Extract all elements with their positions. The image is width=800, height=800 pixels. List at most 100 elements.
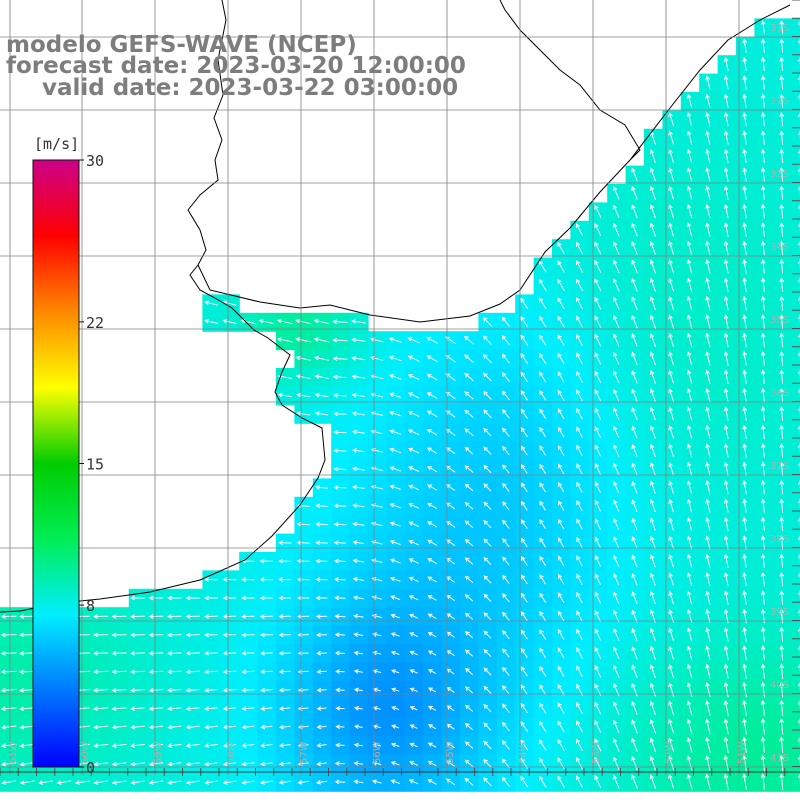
wind-arrow [797, 571, 800, 582]
wind-arrow [520, 592, 528, 603]
wind-arrow [464, 335, 474, 345]
wind-arrow [334, 650, 345, 656]
wind-arrow [686, 517, 693, 531]
wind-arrow [686, 590, 693, 605]
wind-arrow [760, 571, 766, 587]
wind-arrow [445, 778, 456, 786]
wind-arrow [723, 424, 729, 440]
wind-arrow [612, 719, 620, 734]
wind-arrow [760, 130, 766, 145]
wind-arrow [779, 773, 784, 790]
wind-arrow [649, 572, 656, 586]
wind-arrow [779, 167, 785, 182]
wind-speed-field [0, 18, 800, 792]
wind-arrow [19, 780, 35, 785]
wind-arrow [742, 222, 747, 237]
wind-arrow [464, 428, 474, 437]
wind-arrow [539, 445, 547, 456]
wind-arrow [594, 296, 602, 310]
wind-arrow [389, 576, 401, 582]
wind-arrow [0, 687, 17, 693]
wind-arrow [539, 389, 547, 401]
wind-arrow [427, 521, 438, 528]
wind-arrow [1, 780, 17, 785]
wind-arrow [649, 755, 657, 771]
wind-arrow [353, 687, 363, 693]
wind-arrow [668, 700, 675, 716]
wind-arrow [557, 352, 565, 365]
wind-arrow [760, 93, 766, 108]
wind-arrow [0, 724, 17, 730]
wind-arrow [539, 408, 547, 419]
wind-arrow [779, 314, 785, 329]
wind-arrow [631, 756, 638, 771]
wind-arrow [482, 353, 492, 364]
wind-arrow [204, 669, 219, 675]
speed-cell [791, 331, 800, 351]
wind-arrow [705, 406, 711, 421]
wind-arrow [502, 685, 510, 695]
wind-arrow [742, 130, 747, 145]
wind-arrow [576, 628, 583, 641]
wind-arrow [668, 627, 675, 642]
wind-arrow [204, 706, 218, 712]
wind-arrow [779, 185, 785, 200]
speed-cell [791, 349, 800, 369]
wind-arrow [464, 391, 474, 400]
wind-arrow [538, 278, 547, 291]
wind-arrow [539, 371, 547, 383]
speed-cell [791, 276, 800, 295]
wind-arrow [797, 75, 800, 86]
wind-arrow [297, 780, 309, 785]
wind-arrow [464, 667, 474, 675]
wind-arrow [407, 374, 420, 381]
wind-arrow [296, 392, 311, 398]
wind-arrow [557, 555, 565, 567]
wind-arrow [594, 315, 602, 329]
wind-arrow [539, 739, 547, 751]
wind-arrow [372, 742, 382, 748]
wind-arrow [649, 737, 657, 753]
wind-arrow [576, 315, 583, 328]
wind-arrow [296, 540, 310, 546]
wind-arrow [464, 704, 474, 712]
wind-arrow [351, 448, 365, 453]
wind-arrow [742, 571, 747, 587]
wind-arrow [390, 595, 401, 601]
wind-arrow [797, 718, 800, 729]
wind-arrow [705, 258, 711, 274]
wind-arrow [372, 650, 382, 656]
wind-arrow [797, 535, 800, 546]
wind-arrow [93, 669, 109, 675]
wind-arrow [276, 337, 293, 343]
wind-arrow [705, 167, 711, 182]
wind-arrow [333, 448, 347, 454]
wind-arrow [797, 443, 800, 454]
wind-arrow [278, 632, 291, 638]
wind-arrow [315, 614, 328, 619]
wind-arrow [538, 297, 547, 310]
wind-arrow [723, 681, 729, 698]
wind-arrow [613, 646, 620, 660]
wind-arrow [742, 56, 747, 71]
wind-arrow [705, 387, 711, 403]
wind-arrow [130, 780, 145, 785]
wind-arrow [334, 779, 346, 785]
wind-arrow [649, 240, 656, 256]
wind-arrow [594, 259, 602, 274]
wind-arrow [557, 665, 565, 677]
wind-arrow [408, 447, 420, 454]
wind-arrow [130, 595, 145, 601]
speed-cell [791, 55, 800, 75]
lat-label: 36S [770, 388, 789, 399]
wind-arrow [148, 743, 164, 748]
speed-cell [791, 239, 800, 259]
wind-arrow [333, 521, 347, 527]
lat-label: 40S [770, 680, 789, 691]
wind-arrow [779, 222, 785, 237]
wind-arrow [760, 314, 766, 329]
wind-arrow [631, 572, 638, 586]
wind-arrow [594, 536, 601, 549]
wind-arrow [539, 720, 547, 733]
wind-arrow [668, 130, 675, 145]
